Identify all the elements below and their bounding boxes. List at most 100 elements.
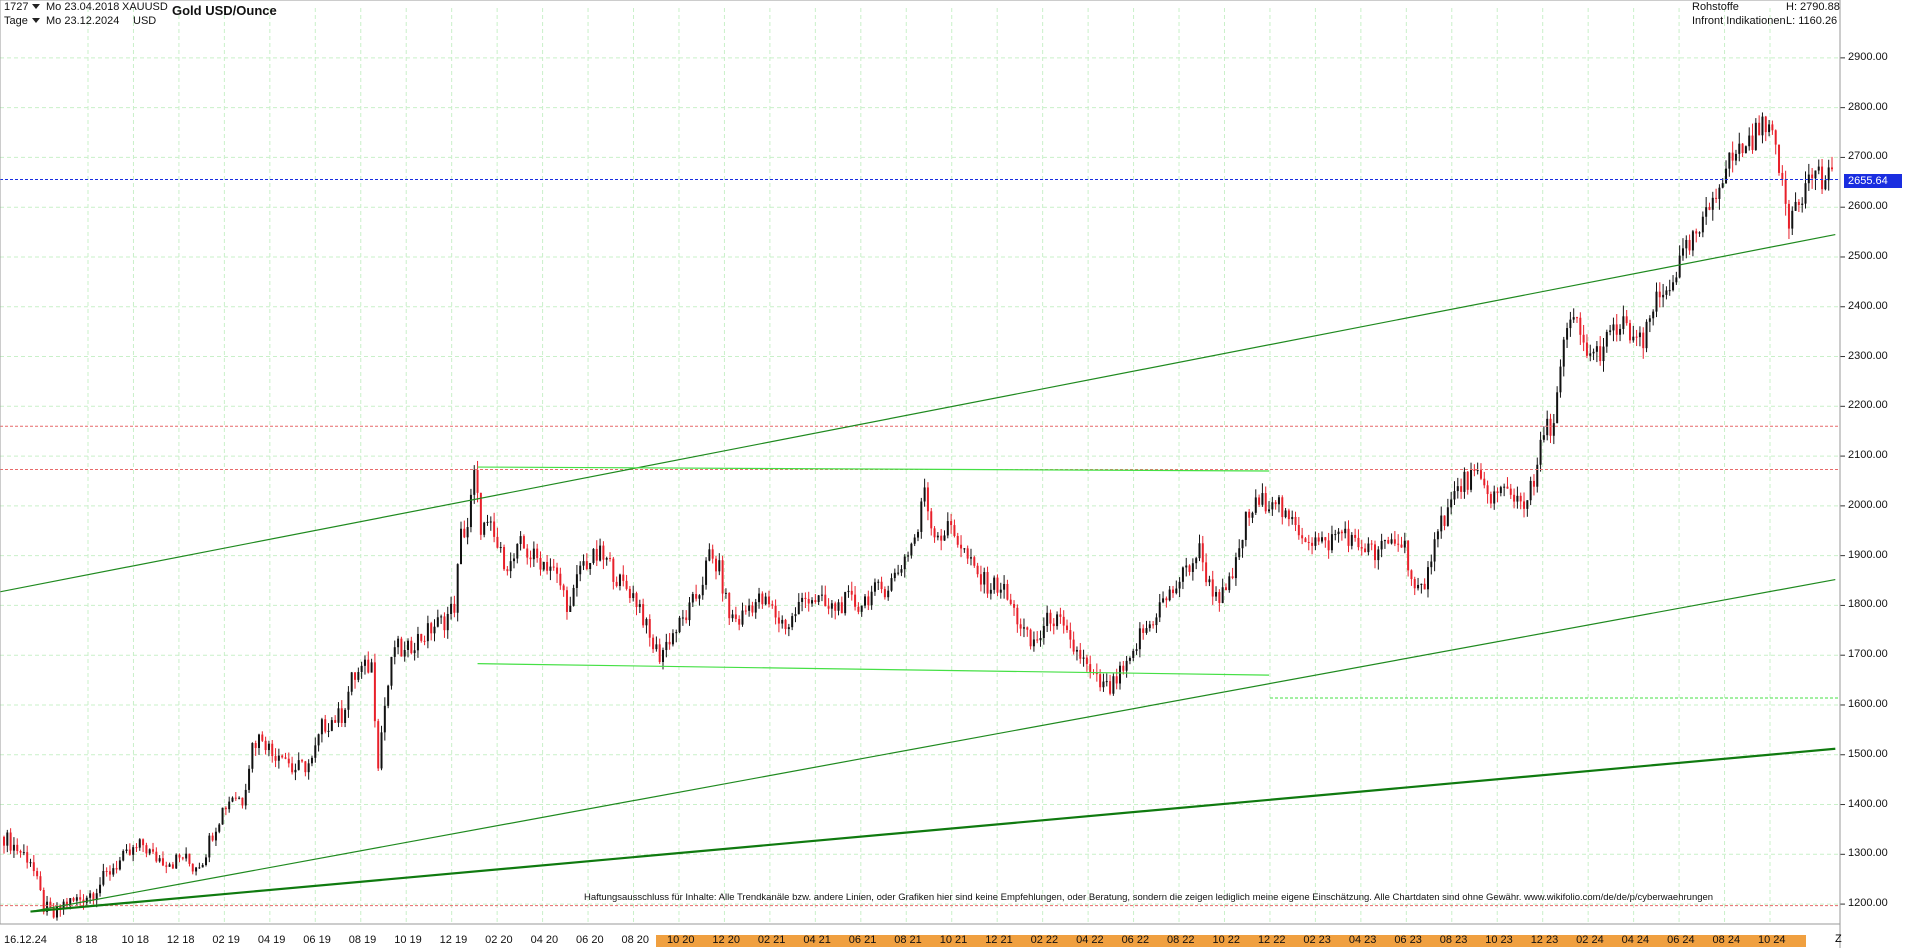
candle-body [52, 907, 55, 918]
candle-body [708, 549, 711, 561]
candle-body [138, 839, 141, 848]
candle [1152, 621, 1155, 629]
candle-body [1148, 624, 1151, 629]
candle-body [178, 854, 181, 858]
candle [1532, 474, 1535, 496]
candle-body [499, 547, 502, 549]
candle-body [767, 596, 770, 605]
candle-body [814, 600, 817, 602]
x-tick-label: 04 24 [1621, 934, 1650, 946]
candle [1489, 491, 1492, 509]
candle-body [473, 469, 476, 495]
y-tick-label: 2700.00 [1848, 150, 1888, 163]
candle [317, 733, 320, 752]
candle [966, 545, 969, 565]
candle [65, 897, 68, 909]
candle [443, 612, 446, 638]
candle-body [1778, 144, 1781, 173]
candle [122, 849, 125, 862]
candle-body [1370, 543, 1373, 545]
candle-body [1625, 316, 1628, 324]
candle [1003, 575, 1006, 599]
candle [218, 823, 221, 834]
candle [1059, 607, 1062, 624]
candle [1311, 537, 1314, 555]
candle-body [1628, 323, 1631, 341]
candle [1228, 572, 1231, 593]
candle-body [1466, 471, 1469, 490]
high-label: H: 2790.88 [1786, 1, 1840, 13]
candle-body [1175, 588, 1178, 594]
bar-count[interactable]: 1727 [4, 1, 44, 13]
candle-body [1754, 122, 1757, 150]
candle-body [834, 603, 837, 611]
candle-body [1655, 291, 1658, 312]
candle-body [466, 527, 469, 538]
candle-body [228, 801, 231, 810]
candle-body [1615, 324, 1618, 335]
candle-body [410, 640, 413, 654]
candle-body [1271, 502, 1274, 510]
candle-body [595, 548, 598, 561]
candle [324, 714, 327, 734]
candle [1350, 532, 1353, 550]
candle [1013, 600, 1016, 616]
candle [1417, 577, 1420, 591]
candle-body [1274, 502, 1277, 505]
candle-body [1393, 539, 1396, 544]
candle [1559, 359, 1562, 398]
candle-body [165, 865, 168, 867]
candle-body [781, 619, 784, 624]
candle [1284, 508, 1287, 519]
candle-body [794, 614, 797, 617]
candle-body [55, 905, 58, 918]
candle-body [1605, 331, 1608, 347]
candle [1400, 536, 1403, 548]
candle-body [1493, 491, 1496, 504]
candle [1297, 516, 1300, 540]
candle [503, 544, 506, 571]
candle-body [208, 835, 211, 858]
candle [678, 615, 681, 634]
candle-body [844, 592, 847, 614]
candle-body [360, 665, 363, 673]
candle [453, 595, 456, 618]
candle [758, 587, 761, 609]
candle [1390, 533, 1393, 545]
candle-body [662, 650, 665, 662]
candle [754, 598, 757, 619]
candle-body [407, 640, 410, 650]
candle-body [509, 561, 512, 572]
candle [274, 748, 277, 768]
candle-body [1403, 540, 1406, 548]
timeframe-selector[interactable]: Tage [4, 15, 44, 27]
candle [195, 866, 198, 876]
candle [347, 686, 350, 718]
candle-body [1718, 187, 1721, 199]
candle-body [562, 585, 565, 591]
candle-body [1115, 676, 1118, 684]
candle [112, 863, 115, 877]
candle-body [950, 521, 953, 526]
candle [1685, 235, 1688, 259]
candle [787, 623, 790, 637]
candle-body [463, 528, 466, 538]
candle-body [1248, 511, 1251, 518]
candle [814, 594, 817, 604]
candle [1032, 631, 1035, 652]
candle-body [1171, 589, 1174, 594]
candle [923, 478, 926, 507]
chart-title: Gold USD/Ounce [172, 3, 277, 18]
candle-body [75, 897, 78, 901]
candle [724, 588, 727, 599]
candle [734, 606, 737, 623]
candle-body [1688, 239, 1691, 251]
candle [1698, 231, 1701, 237]
candle-body [1264, 493, 1267, 512]
candle [476, 460, 479, 503]
candle [1523, 492, 1526, 518]
candle [688, 596, 691, 626]
candle-body [1142, 628, 1145, 633]
candle [1254, 489, 1257, 515]
zoom-label[interactable]: Z [1835, 933, 1842, 945]
